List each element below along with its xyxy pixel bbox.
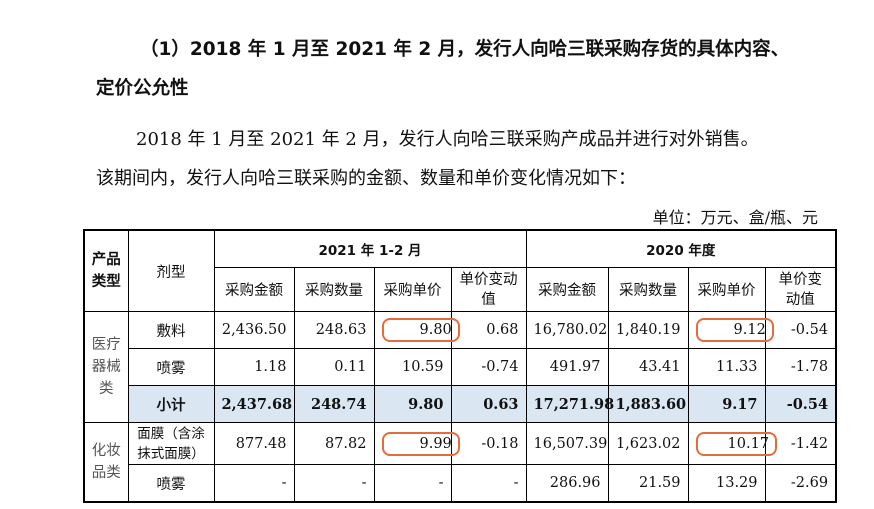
cell-qty-2020: 21.59 — [607, 464, 689, 503]
cell-amount-2021: - — [213, 464, 295, 503]
highlight-circle: 9.12 — [695, 318, 774, 342]
table-row: 喷雾 1.18 0.11 10.59 -0.74 491.97 43.41 11… — [84, 348, 837, 386]
cell-amount-2021: 877.48 — [213, 422, 295, 465]
cell-amount-2020: 17,271.98 — [525, 385, 614, 423]
table-row: 化妆品类 面膜（含涂抹式面膜） 877.48 87.82 9.99 -0.18 … — [83, 422, 837, 503]
group-cosmetic: 化妆品类 — [83, 422, 129, 503]
cell-price-2021: - — [373, 464, 452, 503]
cell-price-2020: 11.33 — [687, 348, 766, 386]
cell-amount-2020: 16,507.39 — [525, 422, 609, 465]
highlight-circle: 9.80 — [381, 318, 460, 342]
cell-qty-2021: - — [293, 464, 375, 503]
cell-change-2020: -2.69 — [764, 464, 837, 503]
header-row-2: 采购金额 采购数量 采购单价 单价变动值 采购金额 采购数量 采购单价 单价变动… — [84, 267, 837, 312]
cell-qty-2021: 0.11 — [293, 348, 375, 386]
cell-price-2021: 9.99 — [373, 422, 460, 465]
cell-amount-2020: 16,780.02 — [525, 311, 609, 349]
cell-change-2020: -1.78 — [764, 348, 837, 386]
cell-change-2021: -0.74 — [450, 348, 527, 386]
header-dosage: 剂型 — [127, 229, 215, 312]
row-dosage: 敷料 — [127, 311, 215, 349]
header-change-2020: 单价变动值 — [764, 267, 837, 312]
unit-note: 单位：万元、盒/瓶、元 — [652, 208, 818, 227]
cell-change-2020: -0.54 — [764, 311, 837, 349]
cell-qty-2021: 87.82 — [293, 422, 375, 465]
header-period-2021: 2021 年 1-2 月 — [213, 229, 527, 268]
header-change-2021: 单价变动值 — [450, 267, 527, 312]
header-price-2020: 采购单价 — [687, 267, 766, 312]
cell-qty-2020: 43.41 — [607, 348, 689, 386]
cell-change-2021: -0.18 — [450, 422, 527, 465]
cell-price-2020: 9.17 — [687, 385, 766, 423]
row-dosage: 小计 — [127, 385, 215, 423]
cell-amount-2020: 491.97 — [525, 348, 609, 386]
section-heading-line1: （1）2018 年 1 月至 2021 年 2 月，发行人向哈三联采购存货的具体… — [140, 39, 790, 60]
table-row: 医疗器械类 敷料 2,436.50 248.63 9.80 0.68 16,78… — [83, 311, 837, 423]
header-period-2020: 2020 年度 — [525, 229, 837, 268]
intro-paragraph-line1: 2018 年 1 月至 2021 年 2 月，发行人向哈三联采购产成品并进行对外… — [136, 129, 759, 150]
cell-amount-2021: 2,436.50 — [213, 311, 295, 349]
header-price-2021: 采购单价 — [373, 267, 452, 312]
header-qty-2020: 采购数量 — [607, 267, 689, 312]
highlight-circle: 10.17 — [695, 431, 778, 456]
cell-qty-2020: 1,623.02 — [607, 422, 689, 465]
header-category: 产品类型 — [83, 229, 129, 312]
row-dosage: 面膜（含涂抹式面膜） — [127, 422, 215, 465]
table-row: 喷雾 - - - - 286.96 21.59 13.29 -2.69 — [84, 464, 837, 503]
cell-price-2021: 9.80 — [373, 311, 460, 349]
cell-price-2020: 13.29 — [687, 464, 766, 503]
subtotal-row: 小计 2,437.68 248.74 9.80 0.63 17,271.98 1… — [84, 385, 837, 423]
purchase-table: 产品类型 剂型 2021 年 1-2 月 2020 年度 采购金额 采购数量 采… — [83, 229, 838, 503]
cell-change-2021: 0.68 — [450, 311, 527, 349]
header-amount-2020: 采购金额 — [525, 267, 609, 312]
cell-change-2020: -0.54 — [764, 385, 837, 423]
cell-amount-2021: 2,437.68 — [213, 385, 295, 423]
row-dosage: 喷雾 — [127, 348, 215, 386]
row-dosage: 喷雾 — [127, 464, 215, 503]
intro-paragraph: 2018 年 1 月至 2021 年 2 月，发行人向哈三联采购产成品并进行对外… — [96, 120, 836, 198]
intro-paragraph-line2: 该期间内，发行人向哈三联采购的金额、数量和单价变化情况如下： — [96, 168, 636, 189]
cell-qty-2021: 248.74 — [293, 385, 375, 423]
cell-qty-2021: 248.63 — [293, 311, 375, 349]
cell-qty-2020: 1,883.60 — [607, 385, 689, 423]
header-qty-2021: 采购数量 — [293, 267, 375, 312]
cell-price-2021: 10.59 — [373, 348, 452, 386]
cell-change-2021: - — [450, 464, 527, 503]
section-heading: （1）2018 年 1 月至 2021 年 2 月，发行人向哈三联采购存货的具体… — [96, 30, 836, 108]
section-heading-line2: 定价公允性 — [96, 78, 189, 99]
cell-qty-2020: 1,840.19 — [607, 311, 689, 349]
cell-price-2020: 9.12 — [687, 311, 774, 349]
header-amount-2021: 采购金额 — [213, 267, 295, 312]
header-row-1: 产品类型 剂型 2021 年 1-2 月 2020 年度 — [83, 229, 837, 312]
cell-amount-2020: 286.96 — [525, 464, 609, 503]
cell-price-2020: 10.17 — [687, 422, 778, 465]
group-medical: 医疗器械类 — [83, 311, 129, 423]
cell-change-2021: 0.63 — [450, 385, 527, 423]
cell-amount-2021: 1.18 — [213, 348, 295, 386]
highlight-circle: 9.99 — [381, 431, 460, 456]
cell-price-2021: 9.80 — [373, 385, 452, 423]
